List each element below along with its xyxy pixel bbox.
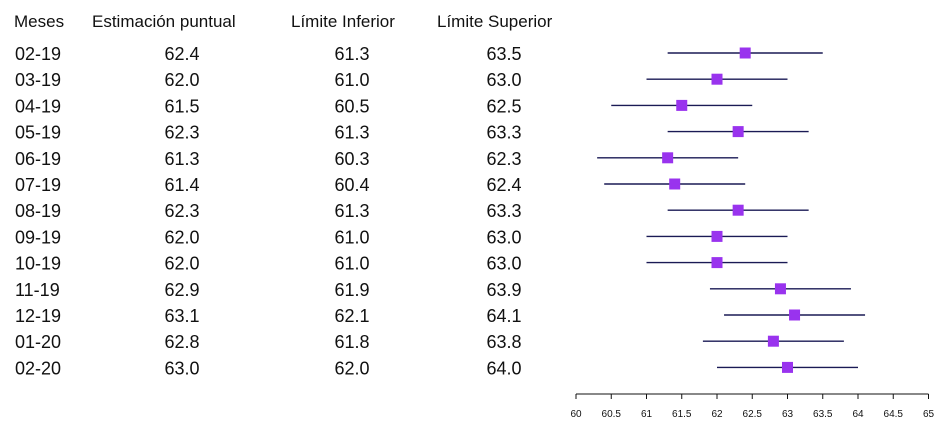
- row-estimate: 61.3: [164, 149, 199, 169]
- row-upper-limit: 63.0: [486, 227, 521, 247]
- point-estimate-marker: [662, 152, 674, 164]
- row-month: 12-19: [15, 306, 61, 326]
- point-estimate-marker: [711, 257, 723, 269]
- x-tick-label: 62: [711, 409, 723, 420]
- row-upper-limit: 62.5: [486, 96, 521, 116]
- row-lower-limit: 62.1: [334, 306, 369, 326]
- row-upper-limit: 63.0: [486, 254, 521, 274]
- x-tick-label: 65: [923, 409, 934, 420]
- point-estimate-marker: [669, 178, 681, 190]
- row-month: 02-19: [15, 44, 61, 64]
- row-estimate: 62.0: [164, 227, 199, 247]
- row-month: 03-19: [15, 70, 61, 90]
- row-month: 10-19: [15, 254, 61, 274]
- row-month: 11-19: [15, 280, 60, 300]
- x-tick-label: 60.5: [602, 409, 622, 420]
- row-estimate: 63.1: [164, 306, 199, 326]
- row-lower-limit: 60.4: [334, 175, 369, 195]
- column-header: Límite Inferior: [291, 12, 395, 31]
- row-month: 02-20: [15, 358, 61, 378]
- row-estimate: 61.5: [164, 96, 199, 116]
- x-tick-label: 60: [570, 409, 582, 420]
- row-lower-limit: 61.9: [334, 280, 369, 300]
- row-estimate: 62.9: [164, 280, 199, 300]
- row-upper-limit: 64.0: [486, 358, 521, 378]
- row-lower-limit: 61.0: [334, 227, 369, 247]
- column-header: Límite Superior: [437, 12, 553, 31]
- row-upper-limit: 62.4: [486, 175, 521, 195]
- row-estimate: 63.0: [164, 358, 199, 378]
- point-estimate-marker: [732, 204, 744, 216]
- row-upper-limit: 62.3: [486, 149, 521, 169]
- point-estimate-marker: [676, 99, 688, 111]
- column-header: Estimación puntual: [92, 12, 236, 31]
- row-estimate: 62.4: [164, 44, 199, 64]
- x-tick-label: 61.5: [672, 409, 692, 420]
- row-upper-limit: 63.0: [486, 70, 521, 90]
- row-month: 08-19: [15, 201, 61, 221]
- row-lower-limit: 61.0: [334, 70, 369, 90]
- row-estimate: 62.3: [164, 123, 199, 143]
- x-tick-label: 61: [641, 409, 653, 420]
- point-estimate-marker: [789, 309, 801, 321]
- point-estimate-marker: [782, 361, 793, 373]
- column-headers: Meses Estimación puntual Límite Inferior Lí…: [14, 12, 553, 31]
- x-tick-label: 63: [782, 409, 794, 420]
- row-month: 05-19: [15, 123, 61, 143]
- row-estimate: 62.0: [164, 254, 199, 274]
- row-estimate: 61.4: [164, 175, 199, 195]
- point-estimate-marker: [732, 126, 744, 138]
- row-month: 01-20: [15, 332, 61, 352]
- row-month: 07-19: [15, 175, 61, 195]
- row-lower-limit: 61.3: [334, 123, 369, 143]
- row-month: 09-19: [15, 227, 61, 247]
- x-tick-label: 63.5: [813, 409, 833, 420]
- point-estimate-marker: [767, 335, 779, 347]
- row-lower-limit: 62.0: [334, 358, 369, 378]
- plot-area: [597, 47, 866, 373]
- row-month: 06-19: [15, 149, 61, 169]
- row-lower-limit: 61.0: [334, 254, 369, 274]
- row-lower-limit: 61.3: [334, 201, 369, 221]
- row-upper-limit: 63.3: [486, 123, 521, 143]
- column-header: Meses: [14, 12, 64, 31]
- point-estimate-marker: [774, 283, 786, 295]
- row-upper-limit: 63.9: [486, 280, 521, 300]
- point-estimate-marker: [711, 230, 723, 242]
- row-upper-limit: 63.8: [486, 332, 521, 352]
- row-lower-limit: 60.3: [334, 149, 369, 169]
- point-estimate-marker: [739, 47, 751, 59]
- x-axis: 60 60.5 61 61.5 62 62.5 63 63.5 64 64.5 65: [570, 393, 934, 420]
- row-upper-limit: 64.1: [486, 306, 521, 326]
- row-lower-limit: 61.3: [334, 44, 369, 64]
- row-lower-limit: 60.5: [334, 96, 369, 116]
- row-upper-limit: 63.5: [486, 44, 521, 64]
- data-table: 02-19 62.4 61.3 63.5 03-19 62.0 61.0 63.0 04-19 6…: [15, 44, 522, 378]
- row-estimate: 62.3: [164, 201, 199, 221]
- x-tick-label: 64: [852, 409, 864, 420]
- row-estimate: 62.8: [164, 332, 199, 352]
- row-upper-limit: 63.3: [486, 201, 521, 221]
- point-estimate-marker: [711, 73, 723, 85]
- row-lower-limit: 61.8: [334, 332, 369, 352]
- row-month: 04-19: [15, 96, 61, 116]
- x-tick-label: 62.5: [743, 409, 763, 420]
- x-tick-label: 64.5: [884, 409, 904, 420]
- row-estimate: 62.0: [164, 70, 199, 90]
